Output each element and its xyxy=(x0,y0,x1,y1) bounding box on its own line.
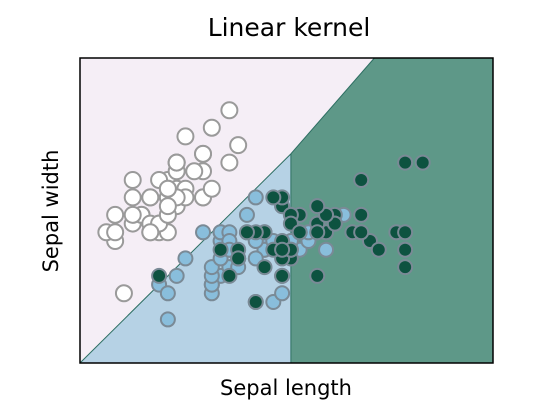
point-class-0 xyxy=(123,205,142,224)
plot-area xyxy=(80,58,493,363)
point-class-0 xyxy=(202,118,221,137)
point-class-2 xyxy=(353,224,370,241)
point-class-0 xyxy=(194,144,213,163)
point-class-2 xyxy=(265,189,282,206)
point-class-1 xyxy=(177,250,194,267)
point-class-2 xyxy=(397,241,414,258)
plot-frame xyxy=(79,57,494,364)
point-class-2 xyxy=(309,198,326,215)
point-class-2 xyxy=(397,154,414,171)
point-class-0 xyxy=(185,162,204,181)
point-class-2 xyxy=(247,294,264,310)
point-class-0 xyxy=(220,153,239,172)
x-axis-label: Sepal length xyxy=(220,376,352,400)
point-class-1 xyxy=(247,189,264,206)
data-points xyxy=(97,101,431,328)
point-class-0 xyxy=(158,197,177,216)
point-class-0 xyxy=(123,171,142,189)
point-class-1 xyxy=(195,224,212,241)
point-class-0 xyxy=(141,223,160,242)
point-class-0 xyxy=(176,127,195,146)
point-class-1 xyxy=(159,311,176,328)
y-axis-label: Sepal width xyxy=(39,150,63,273)
point-class-2 xyxy=(353,206,370,223)
point-class-0 xyxy=(106,223,125,242)
point-class-0 xyxy=(141,188,160,207)
point-class-2 xyxy=(230,250,247,267)
point-class-2 xyxy=(370,241,387,258)
point-class-1 xyxy=(318,241,335,258)
decision-boundary-1 xyxy=(290,58,375,155)
point-class-0 xyxy=(167,153,186,172)
point-class-2 xyxy=(397,259,414,276)
region-class-2 xyxy=(290,58,493,363)
point-class-0 xyxy=(158,179,177,198)
point-class-0 xyxy=(114,284,133,303)
point-class-1 xyxy=(159,285,176,302)
point-class-2 xyxy=(256,259,273,276)
point-class-0 xyxy=(229,136,248,155)
point-class-1 xyxy=(274,285,291,302)
point-class-2 xyxy=(274,241,291,258)
point-class-0 xyxy=(220,101,239,120)
point-class-1 xyxy=(168,267,185,284)
chart-title: Linear kernel xyxy=(208,13,371,42)
point-class-2 xyxy=(212,241,229,258)
point-class-2 xyxy=(151,267,168,284)
point-class-0 xyxy=(123,188,142,207)
point-class-2 xyxy=(309,224,326,241)
point-class-2 xyxy=(414,154,431,171)
point-class-2 xyxy=(397,224,414,241)
point-class-0 xyxy=(106,205,125,224)
point-class-2 xyxy=(291,224,308,241)
point-class-2 xyxy=(274,267,291,284)
point-class-2 xyxy=(221,267,238,284)
point-class-2 xyxy=(238,224,255,241)
point-class-0 xyxy=(202,179,221,198)
point-class-1 xyxy=(238,206,255,223)
point-class-2 xyxy=(309,267,326,284)
point-class-2 xyxy=(353,172,370,188)
